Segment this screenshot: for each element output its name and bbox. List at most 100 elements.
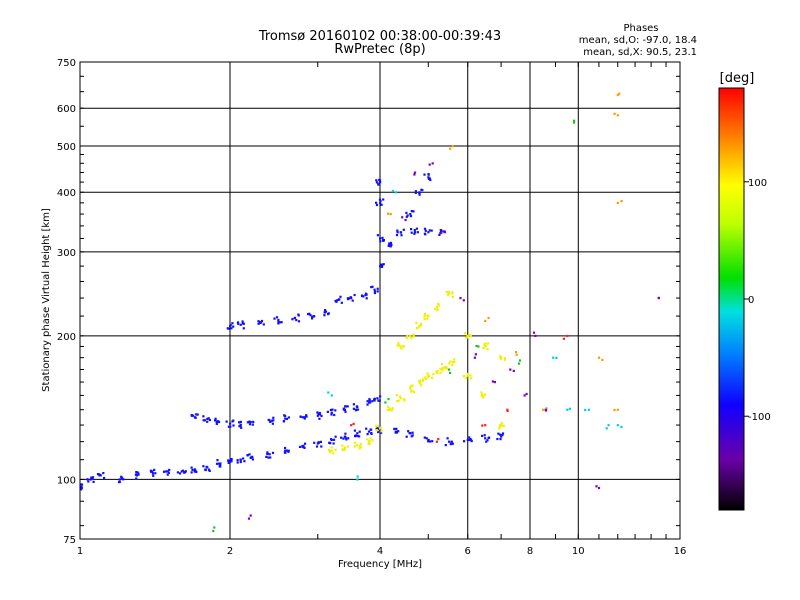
data-point [179, 472, 182, 475]
data-point [375, 181, 379, 184]
data-point [358, 430, 361, 433]
data-point [239, 458, 242, 461]
series-group [350, 334, 569, 443]
data-point [167, 471, 170, 474]
data-point [358, 447, 361, 450]
data-point [344, 432, 347, 435]
data-point [380, 203, 383, 206]
data-point [482, 347, 485, 350]
data-point [418, 325, 421, 328]
data-point [481, 424, 484, 427]
data-point [320, 414, 323, 417]
data-point [444, 444, 447, 447]
data-point [463, 440, 466, 443]
y-axis-label: Stationary phase Virtual Height [km] [41, 208, 52, 392]
data-point [332, 442, 335, 445]
data-point [184, 470, 187, 473]
data-point [395, 234, 399, 237]
series-group [247, 162, 660, 520]
data-point [370, 286, 373, 289]
data-point [469, 333, 472, 337]
data-point [248, 420, 251, 423]
data-point [555, 356, 558, 359]
data-point [377, 427, 380, 430]
data-point [410, 231, 413, 234]
data-point [493, 381, 496, 384]
data-point [327, 312, 330, 315]
data-point [91, 477, 94, 480]
data-point [421, 379, 424, 382]
data-point [291, 318, 294, 321]
data-point [190, 414, 193, 417]
data-point [445, 290, 448, 293]
data-point [427, 173, 430, 176]
data-point [277, 320, 280, 323]
data-point [284, 417, 287, 420]
data-point [518, 359, 521, 362]
data-point [355, 408, 358, 411]
data-point [236, 321, 240, 324]
data-point [387, 212, 390, 215]
data-point [214, 417, 217, 420]
data-point [370, 428, 373, 431]
y-tick-label: 600 [57, 104, 76, 115]
data-point [426, 314, 429, 317]
data-point [487, 436, 490, 439]
data-point [399, 395, 402, 398]
data-points [80, 92, 660, 533]
data-point [237, 322, 240, 325]
data-point [102, 472, 105, 475]
data-point [431, 440, 434, 443]
data-point [453, 358, 456, 361]
data-point [451, 364, 454, 367]
data-point [477, 345, 480, 348]
x-tick-label: 16 [674, 546, 687, 557]
data-point [451, 442, 454, 445]
data-point [601, 358, 604, 361]
data-point [375, 427, 378, 430]
data-point [506, 409, 509, 412]
data-point [344, 410, 347, 413]
data-point [382, 239, 385, 242]
data-point [613, 408, 616, 412]
data-point [605, 427, 608, 430]
data-point [418, 380, 421, 383]
data-point [164, 470, 167, 473]
data-point [584, 408, 587, 412]
data-point [373, 288, 376, 291]
data-point [347, 437, 350, 440]
data-point [481, 396, 485, 399]
colorbar-ticks: 100 0 -100 [744, 178, 771, 423]
data-point [266, 451, 269, 454]
data-point [341, 448, 344, 451]
data-point [230, 327, 233, 330]
data-point [373, 290, 377, 293]
data-point [499, 433, 502, 436]
data-point [135, 471, 138, 474]
data-point [377, 430, 380, 434]
data-point [86, 478, 89, 481]
data-point [267, 418, 270, 421]
data-point [378, 182, 381, 185]
data-point [618, 92, 621, 95]
data-point [206, 420, 209, 423]
data-point [333, 438, 336, 441]
data-point [500, 424, 503, 427]
data-point [153, 468, 156, 471]
data-point [315, 445, 319, 448]
data-point [444, 367, 447, 370]
data-point [366, 438, 369, 441]
data-point [395, 427, 398, 430]
data-point [375, 203, 379, 207]
data-point [423, 173, 426, 176]
data-point [96, 473, 100, 476]
data-point [411, 389, 414, 392]
data-point [80, 488, 83, 491]
y-tick-label: 300 [57, 248, 76, 259]
data-point [206, 417, 209, 420]
data-point [431, 376, 434, 379]
data-point [657, 296, 660, 299]
data-point [397, 399, 400, 402]
data-point [371, 285, 374, 288]
data-point [342, 448, 346, 451]
